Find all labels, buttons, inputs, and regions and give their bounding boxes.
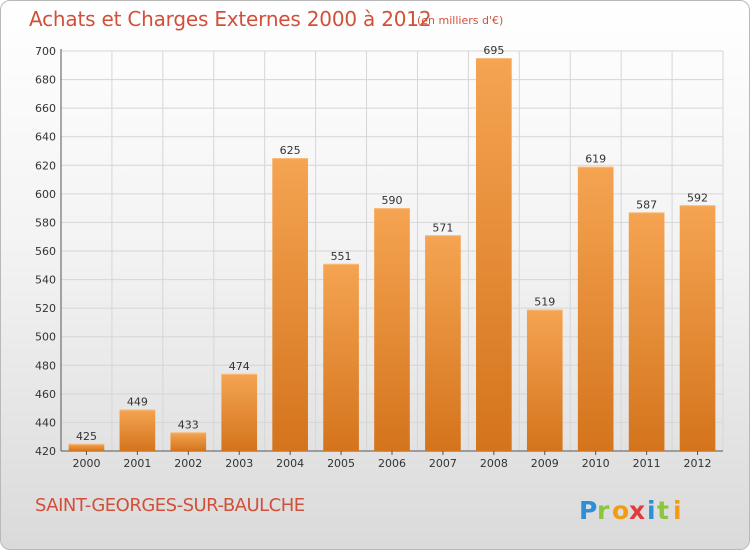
x-tick-label-2008: 2008 — [480, 457, 508, 470]
y-tick-label: 520 — [35, 302, 56, 315]
y-tick-label: 680 — [35, 74, 56, 87]
city-name: SAINT-GEORGES-SUR-BAULCHE — [35, 495, 305, 516]
y-tick-label: 440 — [35, 416, 56, 429]
chart-unit: (en milliers d'€) — [417, 14, 504, 27]
data-label-2009: 519 — [534, 296, 555, 309]
data-label-2006: 590 — [382, 194, 403, 207]
svg-text:x: x — [629, 496, 645, 525]
svg-text:t: t — [657, 496, 669, 525]
x-tick-label-2002: 2002 — [174, 457, 202, 470]
x-tick-label-2006: 2006 — [378, 457, 406, 470]
data-label-2010: 619 — [585, 153, 606, 166]
y-tick-label: 580 — [35, 216, 56, 229]
data-label-2012: 592 — [687, 191, 708, 204]
proxiti-logo: P r o x i t i — [579, 496, 682, 525]
y-tick-label: 460 — [35, 388, 56, 401]
bar-2005 — [323, 263, 359, 451]
bar-2012 — [679, 205, 716, 451]
bar-2001 — [119, 409, 156, 451]
x-tick-label-2007: 2007 — [429, 457, 457, 470]
y-tick-label: 640 — [35, 131, 56, 144]
x-tick-label-2005: 2005 — [327, 457, 355, 470]
x-tick-label-2004: 2004 — [276, 457, 304, 470]
bar-2000 — [68, 443, 105, 451]
x-tick-label-2012: 2012 — [684, 457, 712, 470]
svg-text:P: P — [579, 496, 597, 525]
data-label-2003: 474 — [229, 360, 250, 373]
y-tick-label: 420 — [35, 445, 56, 458]
bar-2006 — [374, 208, 410, 451]
y-tick-label: 560 — [35, 245, 56, 258]
bar-2003 — [221, 373, 258, 451]
data-label-2000: 425 — [76, 430, 97, 443]
x-tick-label-2009: 2009 — [531, 457, 559, 470]
y-tick-label: 660 — [35, 102, 56, 115]
y-tick-label: 700 — [35, 45, 56, 58]
bar-2011 — [628, 212, 665, 451]
y-tick-label: 480 — [35, 359, 56, 372]
y-tick-label: 540 — [35, 274, 56, 287]
x-tick-label-2000: 2000 — [72, 457, 100, 470]
data-label-2005: 551 — [331, 250, 352, 263]
data-label-2001: 449 — [127, 396, 148, 409]
x-tick-label-2003: 2003 — [225, 457, 253, 470]
bar-2007 — [425, 235, 461, 451]
bar-2010 — [577, 166, 614, 451]
svg-text:o: o — [612, 496, 629, 525]
chart-title: Achats et Charges Externes 2000 à 2012 — [29, 7, 432, 31]
bar-2002 — [170, 432, 207, 451]
bars — [68, 58, 716, 452]
x-tick-label-2001: 2001 — [123, 457, 151, 470]
data-label-2004: 625 — [280, 144, 301, 157]
x-tick-label-2011: 2011 — [633, 457, 661, 470]
y-tick-label: 600 — [35, 188, 56, 201]
x-tick-label-2010: 2010 — [582, 457, 610, 470]
data-label-2007: 571 — [432, 221, 453, 234]
svg-text:i: i — [647, 496, 656, 525]
data-label-2008: 695 — [483, 44, 504, 57]
y-tick-label: 500 — [35, 331, 56, 344]
data-labels: 425 449 433 474 625 551 590 571 695 519 619 587 592 — [76, 44, 708, 443]
bar-2009 — [526, 309, 563, 451]
data-label-2002: 433 — [178, 418, 199, 431]
bar-2008 — [476, 58, 512, 452]
bar-2004 — [272, 158, 308, 451]
data-label-2011: 587 — [636, 198, 657, 211]
svg-text:r: r — [597, 496, 610, 525]
y-tick-label: 620 — [35, 159, 56, 172]
svg-text:i: i — [673, 496, 682, 525]
